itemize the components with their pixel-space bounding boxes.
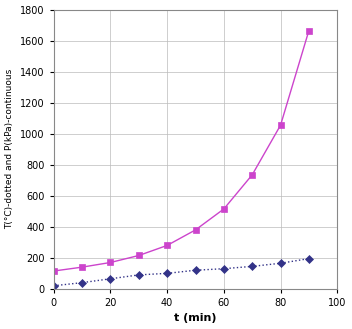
X-axis label: t (min): t (min) bbox=[174, 314, 217, 323]
Y-axis label: T(°C)-dotted and P(kPa)-continuous: T(°C)-dotted and P(kPa)-continuous bbox=[6, 69, 14, 229]
